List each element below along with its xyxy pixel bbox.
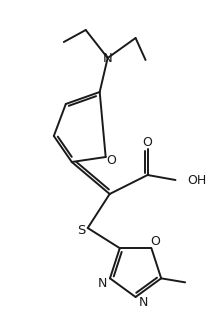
Text: N: N [97,277,107,290]
Text: O: O [107,155,117,167]
Text: S: S [78,223,86,236]
Text: O: O [143,136,152,149]
Text: O: O [151,235,160,248]
Text: N: N [139,295,148,308]
Text: N: N [103,52,113,64]
Text: OH: OH [187,173,207,186]
